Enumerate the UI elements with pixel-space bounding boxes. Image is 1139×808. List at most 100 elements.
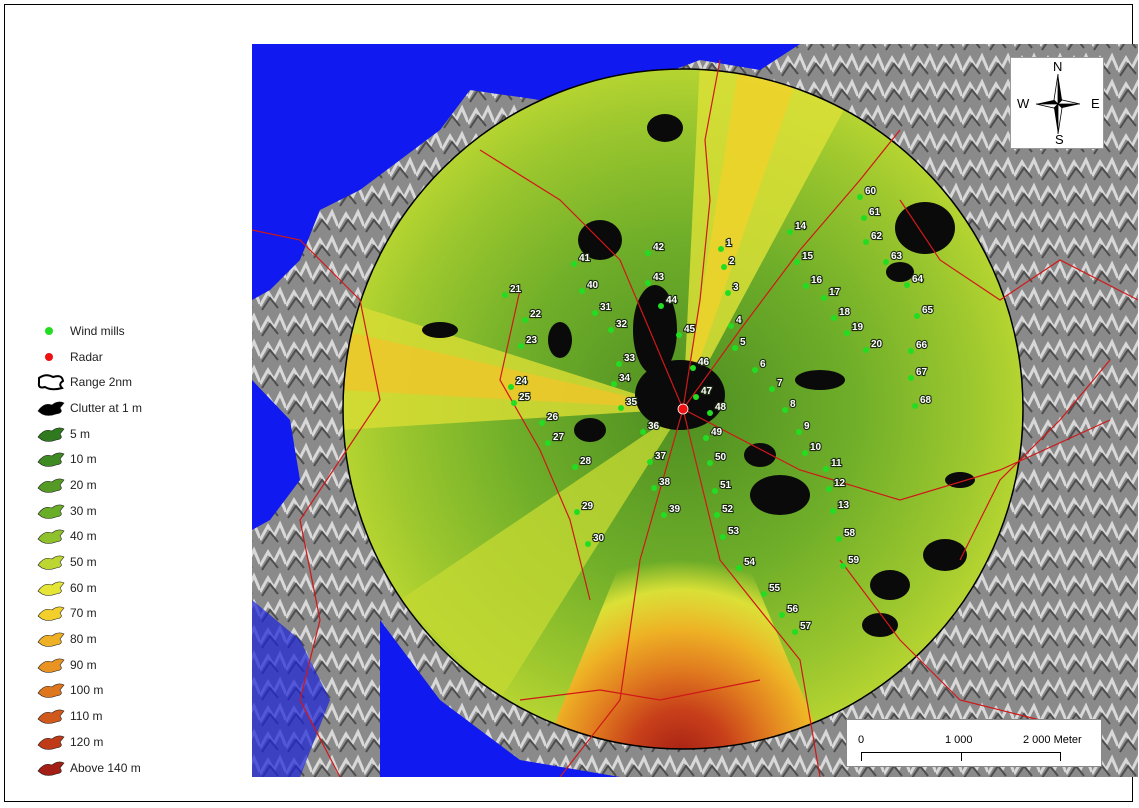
legend-item: Clutter at 1 m [36, 395, 216, 421]
wind-mill-marker: 24 [508, 375, 529, 390]
wind-mill-dot [579, 288, 585, 294]
wind-mill-dot [769, 386, 775, 392]
radar-marker [677, 403, 689, 415]
wind-mill-dot [518, 343, 524, 349]
wind-mill-label: 63 [891, 251, 903, 262]
wind-mill-label: 10 [810, 442, 822, 453]
wind-mill-label: 29 [582, 501, 594, 512]
wind-mill-marker: 11 [823, 457, 843, 472]
wind-mill-label: 50 [715, 452, 727, 463]
legend-swatch-icon [36, 603, 66, 623]
wind-mill-marker: 56 [779, 603, 800, 618]
wind-mill-marker: 12 [826, 477, 847, 492]
scale-label-1000: 1 000 [945, 734, 973, 746]
wind-mill-label: 19 [852, 322, 864, 333]
wind-mill-label: 9 [804, 421, 810, 432]
wind-mill-marker: 41 [571, 252, 592, 267]
wind-mill-dot [761, 591, 767, 597]
legend-swatch-icon [36, 680, 66, 700]
wind-mill-dot [908, 348, 914, 354]
wind-mill-marker: 37 [647, 450, 668, 465]
scale-label-0: 0 [858, 734, 865, 746]
wind-mill-label: 38 [659, 477, 671, 488]
wind-mill-label: 54 [744, 557, 756, 568]
legend-label: Wind mills [70, 323, 125, 338]
wind-mill-label: 49 [711, 427, 723, 438]
legend-label: 100 m [70, 683, 104, 698]
wind-mill-dot [712, 488, 718, 494]
legend-label: Radar [70, 349, 103, 364]
wind-mill-dot [782, 407, 788, 413]
wind-mill-dot [508, 384, 514, 390]
legend-item: 60 m [36, 575, 216, 601]
wind-mill-marker: 35 [618, 396, 639, 411]
wind-mill-marker: 3 [725, 281, 740, 296]
wind-mill-label: 22 [530, 309, 542, 320]
wind-mill-label: 3 [733, 282, 739, 293]
wind-mill-label: 25 [519, 392, 531, 403]
wind-mill-marker: 65 [914, 304, 935, 319]
compass-east: E [1091, 96, 1100, 111]
wind-mill-label: 46 [698, 357, 710, 368]
wind-mill-label: 21 [510, 284, 522, 295]
wind-mill-label: 62 [871, 231, 883, 242]
sea [252, 44, 800, 300]
legend-item: 10 m [36, 446, 216, 472]
wind-mill-label: 39 [669, 504, 681, 515]
wind-mill-label: 43 [653, 272, 665, 283]
wind-mill-marker: 63 [883, 250, 904, 265]
wind-mills: 1234567891011121314151617181920212223242… [502, 185, 935, 635]
wind-mill-label: 27 [553, 432, 565, 443]
wind-mill-label: 67 [916, 367, 928, 378]
wind-mill-dot [640, 429, 646, 435]
wind-mill-label: 13 [838, 500, 850, 511]
wind-mill-dot [661, 512, 667, 518]
wind-mill-dot [857, 194, 863, 200]
wind-mill-marker: 58 [836, 527, 857, 542]
wind-mill-label: 45 [684, 324, 696, 335]
wind-mill-marker: 53 [720, 525, 741, 540]
compass-north: N [1053, 59, 1063, 74]
wind-mill-marker: 29 [574, 500, 595, 515]
wind-mill-dot [787, 229, 793, 235]
wind-mill-label: 37 [655, 451, 667, 462]
wind-mill-marker: 49 [703, 426, 724, 441]
wind-mill-marker: 22 [522, 308, 543, 323]
range-circle [342, 68, 1024, 750]
legend-item: 80 m [36, 626, 216, 652]
wind-mill-dot [645, 250, 651, 256]
wind-mill-marker: 34 [611, 372, 632, 387]
wind-mill-marker: 47 [693, 385, 714, 400]
wind-mill-marker: 67 [908, 366, 929, 381]
wind-mill-label: 55 [769, 583, 781, 594]
wind-mill-marker: 8 [782, 398, 797, 413]
wind-mill-marker: 40 [579, 279, 600, 294]
legend-label: 110 m [70, 709, 103, 724]
wind-mill-label: 40 [587, 280, 599, 291]
wind-mill-dot [779, 612, 785, 618]
wind-mill-dot [502, 292, 508, 298]
legend-label: 10 m [70, 452, 97, 467]
legend-swatch-icon [36, 424, 66, 444]
wind-mill-label: 64 [912, 274, 924, 285]
legend-swatch-icon [36, 449, 66, 469]
wind-mill-dot [912, 403, 918, 409]
wind-mill-marker: 13 [830, 499, 851, 514]
wind-mill-dot [611, 381, 617, 387]
wind-mill-marker: 30 [585, 532, 606, 547]
wind-mill-marker: 57 [792, 620, 813, 635]
wind-mill-dot [821, 295, 827, 301]
wind-mill-dot [647, 459, 653, 465]
wind-mill-dot [826, 486, 832, 492]
wind-mill-label: 33 [624, 353, 636, 364]
wind-mill-dot [830, 508, 836, 514]
wind-mill-label: 24 [516, 376, 528, 387]
wind-mill-dot [794, 259, 800, 265]
wind-mill-marker: 39 [661, 503, 682, 518]
wind-mill-dot [904, 282, 910, 288]
wind-mill-label: 2 [729, 256, 735, 267]
wind-mill-marker: 44 [658, 294, 679, 309]
legend-swatch-icon [36, 526, 66, 546]
compass-west: W [1017, 96, 1030, 111]
wind-mill-label: 15 [802, 251, 814, 262]
